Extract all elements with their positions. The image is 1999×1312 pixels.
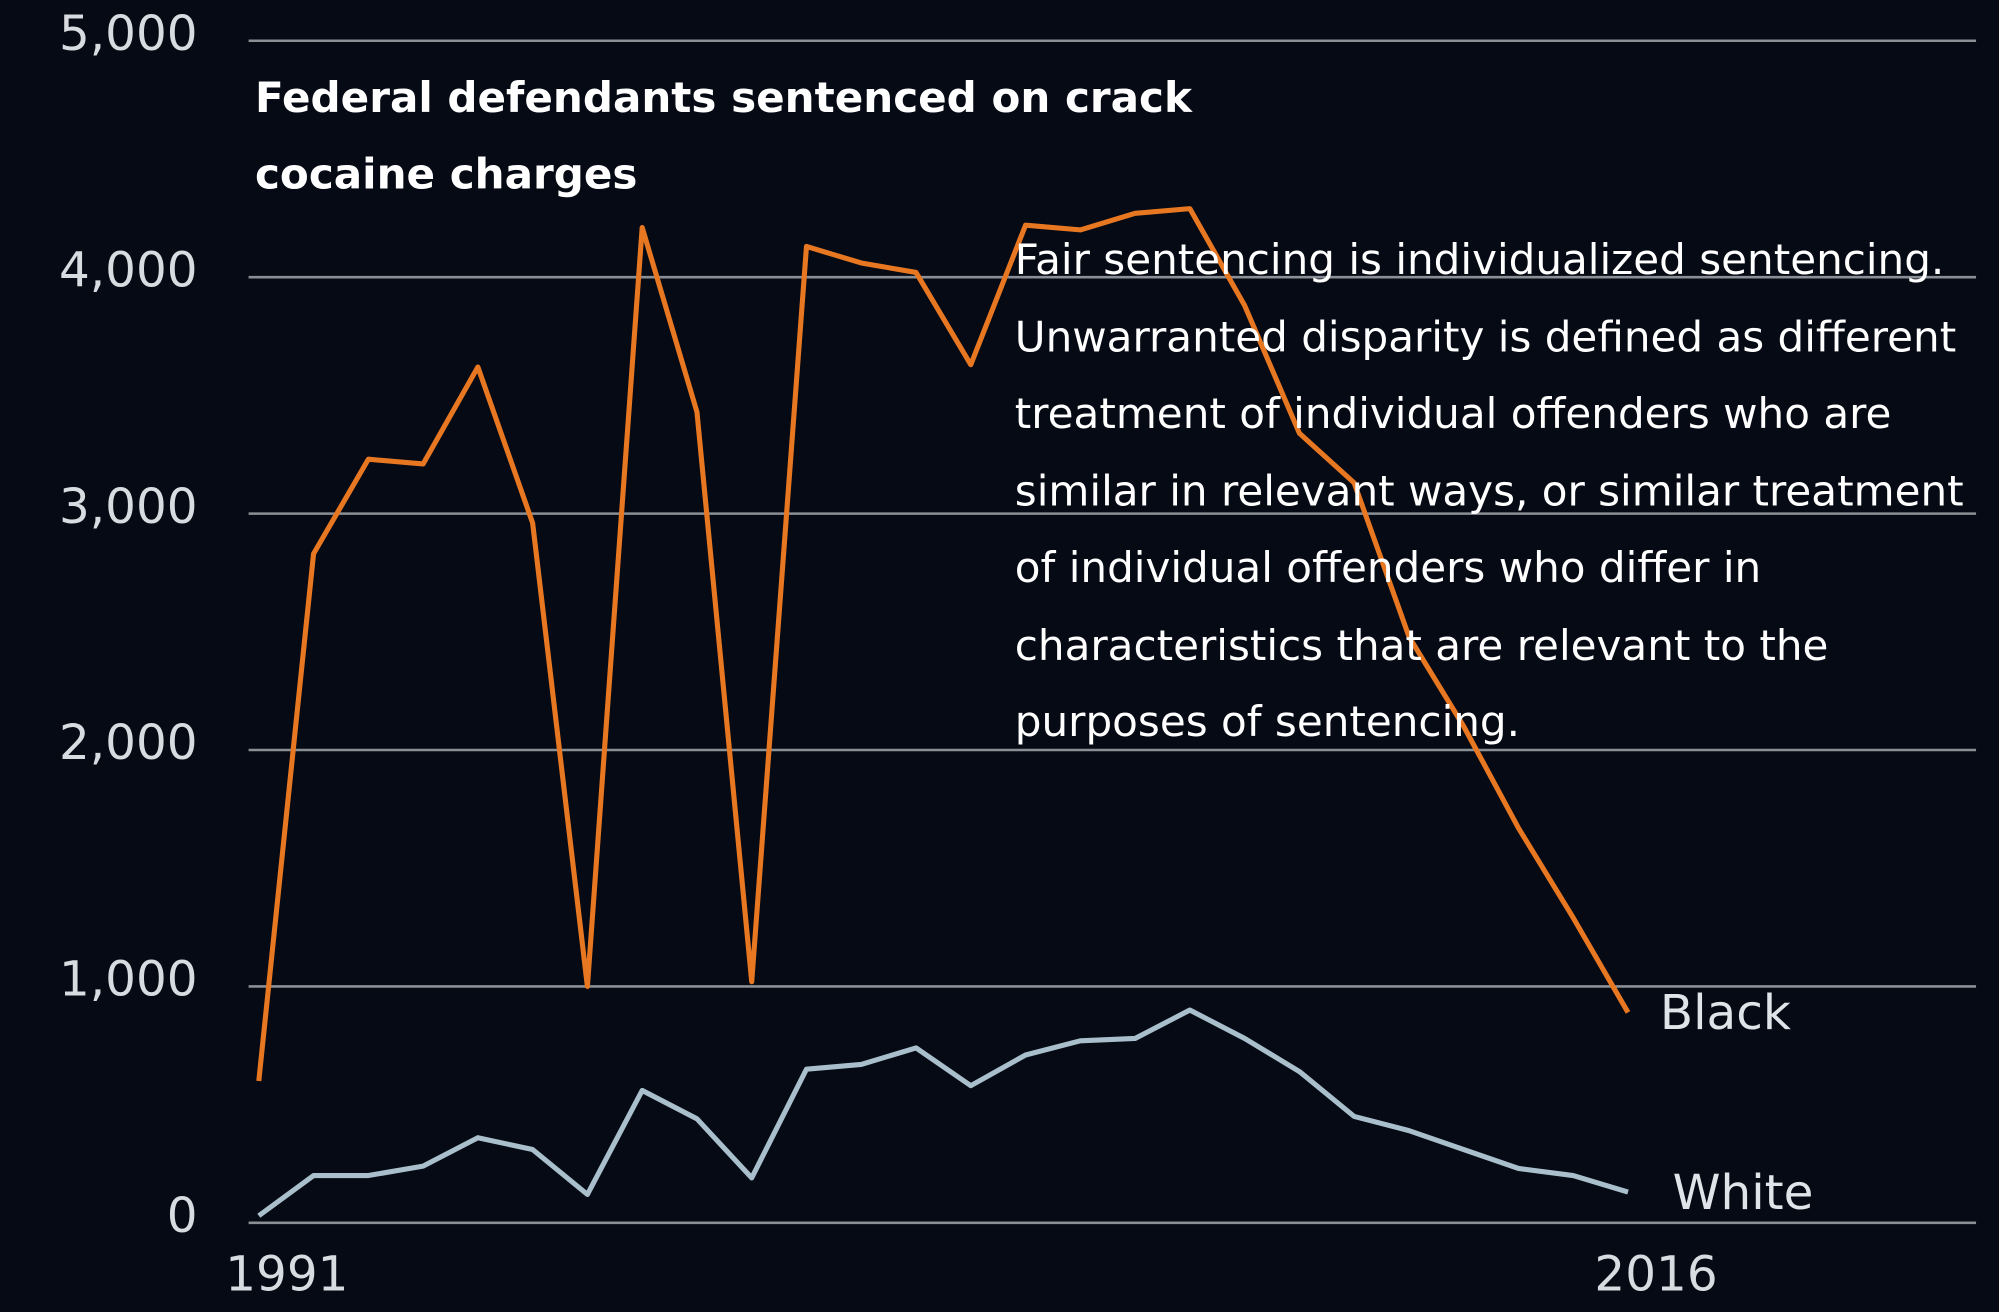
grid <box>248 39 1977 1225</box>
y-tick-label: 5,000 <box>59 6 198 62</box>
series-line <box>257 1007 1629 1218</box>
x-tick-label: 1991 <box>225 1247 348 1303</box>
annotation-box: Fair sentencing is individualized senten… <box>1014 234 1964 747</box>
y-tick-label: 1,000 <box>59 952 198 1008</box>
y-tick-label: 2,000 <box>59 715 198 771</box>
y-tick-label: 3,000 <box>59 479 198 535</box>
chart-title: Federal defendants sentenced on crack co… <box>254 72 1192 199</box>
labels: 0 1,000 2,000 3,000 4,000 5,000 1991 2016 Black W… <box>59 6 1813 1303</box>
y-tick-label: 0 <box>167 1188 198 1244</box>
y-tick-label: 4,000 <box>59 242 198 298</box>
series-label: Black <box>1660 985 1791 1041</box>
annotation: Fair sentencing is individualized senten… <box>1014 234 1964 747</box>
series-line <box>256 206 1631 1082</box>
title-box: Federal defendants sentenced on crack co… <box>254 72 1192 199</box>
series-label: White <box>1673 1165 1814 1221</box>
x-tick-label: 2016 <box>1594 1247 1717 1303</box>
lines <box>256 206 1631 1218</box>
